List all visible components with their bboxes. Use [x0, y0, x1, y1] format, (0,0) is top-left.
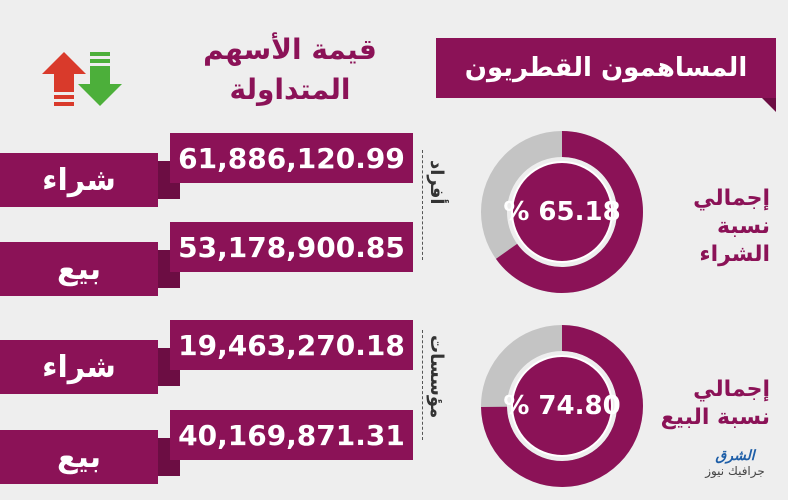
row-value: 61,886,120.99 [170, 133, 413, 183]
column-header-line1: قيمة الأسهم [203, 33, 377, 66]
row-value: 40,169,871.31 [170, 410, 413, 460]
donut-center [511, 355, 613, 457]
category-label-individuals: أفراد [426, 160, 447, 205]
column-header-line2: المتداولة [229, 73, 351, 106]
row-individuals-sell: 53,178,900.85 بيع [0, 222, 420, 304]
row-individuals-buy: 61,886,120.99 شراء [0, 133, 420, 215]
up-down-arrows-icon [42, 52, 122, 106]
row-institutions-buy: 19,463,270.18 شراء [0, 320, 420, 402]
row-value: 53,178,900.85 [170, 222, 413, 272]
category-bracket [422, 150, 423, 260]
donut-caption-line2: نسبة الشراء [699, 214, 770, 267]
donut-value-segment [481, 325, 643, 487]
chart-title: المساهمون القطريون [436, 38, 776, 112]
logo-line1: الشرق [715, 448, 755, 464]
donut-chart-buy [481, 131, 643, 293]
donut-caption-buy: إجمالي نسبة الشراء [660, 185, 770, 269]
column-header: قيمة الأسهم المتداولة [170, 30, 410, 110]
donut-value-buy: % 65.18 [503, 197, 621, 227]
row-value: 19,463,270.18 [170, 320, 413, 370]
row-label: شراء [0, 153, 158, 207]
donut-caption-line2: نسبة البيع [660, 405, 770, 430]
donut-caption-line1: إجمالي [693, 186, 770, 211]
donut-value-sell: % 74.80 [503, 391, 621, 421]
logo-line2: جرافيك نيوز [705, 464, 765, 478]
row-institutions-sell: 40,169,871.31 بيع [0, 410, 420, 492]
row-label: بيع [0, 242, 158, 296]
category-label-institutions: مؤسسات [426, 335, 447, 419]
donut-chart-sell [481, 325, 643, 487]
category-bracket [422, 330, 423, 440]
donut-center [511, 161, 613, 263]
donut-caption-line1: إجمالي [693, 377, 770, 402]
logo: الشرق جرافيك نيوز [690, 448, 780, 492]
row-label: شراء [0, 340, 158, 394]
row-label: بيع [0, 430, 158, 484]
donut-caption-sell: إجمالي نسبة البيع [660, 376, 770, 432]
donut-value-segment [495, 131, 643, 293]
